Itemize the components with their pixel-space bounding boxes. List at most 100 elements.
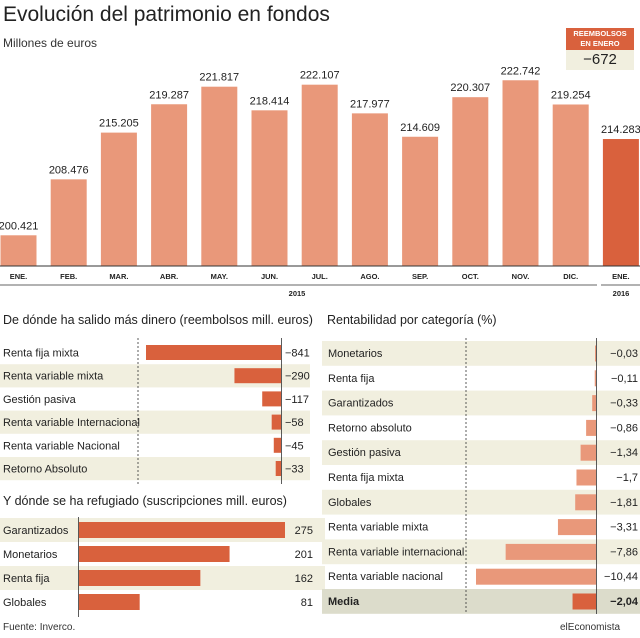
row-label-6: Globales bbox=[328, 497, 372, 509]
value-label-11: 219.254 bbox=[551, 89, 591, 101]
value-label-0: −841 bbox=[285, 348, 310, 360]
tick-label-12: ENE. bbox=[612, 272, 630, 281]
reembolsos-label-line2: EN ENERO bbox=[580, 39, 620, 48]
row-label-2: Gestión pasiva bbox=[3, 394, 77, 406]
value-label-8: −7,86 bbox=[610, 546, 638, 558]
value-label-12: 214.283 bbox=[601, 124, 640, 136]
bar-8 bbox=[505, 543, 596, 560]
inflows-title: Y dónde se ha refugiado (suscripciones m… bbox=[3, 494, 287, 508]
tick-label-3: ABR. bbox=[160, 272, 178, 281]
value-label-6: −1,81 bbox=[610, 497, 638, 509]
reembolsos-label-line1: REEMBOLSOS bbox=[573, 29, 627, 38]
value-label-3: 81 bbox=[301, 597, 313, 609]
bar-1 bbox=[234, 368, 281, 384]
row-label-1: Renta fija bbox=[328, 373, 375, 385]
row-label-5: Retorno Absoluto bbox=[3, 464, 87, 476]
row-label-4: Renta variable Nacional bbox=[3, 440, 120, 452]
bar-4 bbox=[273, 437, 281, 453]
year-label-2015: 2015 bbox=[289, 289, 306, 298]
bar-4 bbox=[201, 86, 238, 266]
value-label-0: 200.421 bbox=[0, 220, 38, 232]
bar-4 bbox=[580, 444, 596, 461]
bar-0 bbox=[79, 522, 285, 538]
value-label-1: 208.476 bbox=[49, 164, 89, 176]
row-label-9: Renta variable nacional bbox=[328, 571, 443, 583]
value-label-6: 222.107 bbox=[300, 70, 340, 82]
value-label-8: 214.609 bbox=[400, 122, 440, 134]
tick-label-6: JUL. bbox=[312, 272, 328, 281]
year-label-2016: 2016 bbox=[613, 289, 630, 298]
value-label-1: 201 bbox=[295, 549, 313, 561]
row-label-1: Monetarios bbox=[3, 549, 58, 561]
value-label-1: −0,11 bbox=[611, 373, 638, 385]
row-label-7: Renta variable mixta bbox=[328, 522, 429, 534]
rentabilidad-chart: Monetarios −0,03 Renta fija −0,11 Garantizad… bbox=[322, 338, 640, 614]
bar-11 bbox=[552, 104, 589, 266]
row-label-4: Gestión pasiva bbox=[328, 447, 402, 459]
row-label-8: Renta variable internacional bbox=[328, 546, 464, 558]
tick-label-4: MAY. bbox=[211, 272, 228, 281]
reembolsos-box: REEMBOLSOS EN ENERO −672 bbox=[566, 28, 634, 70]
bar-5 bbox=[576, 469, 596, 486]
bar-5 bbox=[275, 461, 281, 476]
value-label-9: −10,44 bbox=[604, 571, 638, 583]
bar-9 bbox=[452, 97, 489, 266]
bar-6 bbox=[575, 494, 596, 511]
bar-5 bbox=[251, 110, 288, 266]
value-label-1: −290 bbox=[285, 371, 310, 383]
patrimonio-bar-chart: 200.421 ENE. 208.476 FEB. 215.205 MAR. 219.287… bbox=[0, 65, 640, 298]
bar-2 bbox=[592, 395, 596, 412]
row-label-3: Renta variable Internacional bbox=[3, 417, 140, 429]
tick-label-9: OCT. bbox=[462, 272, 479, 281]
row-bg-0 bbox=[322, 341, 640, 366]
row-label-3: Retorno absoluto bbox=[328, 422, 412, 434]
value-label-3: −0,86 bbox=[610, 422, 638, 434]
bar-7 bbox=[351, 113, 388, 267]
bar-3 bbox=[271, 414, 281, 430]
tick-label-10: NOV. bbox=[512, 272, 530, 281]
row-label-1: Renta variable mixta bbox=[3, 371, 104, 383]
value-label-2: 162 bbox=[295, 573, 313, 585]
bar-2 bbox=[100, 132, 137, 266]
row-label-0: Monetarios bbox=[328, 348, 383, 360]
value-label-5: −1,7 bbox=[616, 472, 638, 484]
outflows-chart: Renta fija mixta −841 Renta variable mixta… bbox=[0, 338, 310, 484]
outflows-title: De dónde ha salido más dinero (reembolso… bbox=[3, 313, 313, 327]
bar-2 bbox=[262, 391, 281, 407]
source-note: Fuente: Inverco. bbox=[3, 622, 76, 633]
bar-8 bbox=[402, 136, 439, 266]
row-label-5: Renta fija mixta bbox=[328, 472, 405, 484]
row-label-0: Garantizados bbox=[3, 525, 69, 537]
bar-10 bbox=[502, 80, 539, 267]
row-label-0: Renta fija mixta bbox=[3, 348, 80, 360]
value-label-4: −45 bbox=[285, 440, 304, 452]
tick-label-11: DIC. bbox=[563, 272, 578, 281]
value-label-2: 215.205 bbox=[99, 118, 139, 130]
inflows-chart: Garantizados 275 Monetarios 201 Renta fija 16… bbox=[0, 517, 325, 617]
rentabilidad-title: Rentabilidad por categoría (%) bbox=[327, 313, 497, 327]
chart-subtitle: Millones de euros bbox=[3, 36, 98, 50]
bar-1 bbox=[79, 546, 230, 562]
bar-1 bbox=[50, 179, 87, 266]
bar-10 bbox=[572, 593, 596, 610]
tick-label-8: SEP. bbox=[412, 272, 428, 281]
page-title: Evolución del patrimonio en fondos bbox=[3, 3, 330, 26]
row-label-3: Globales bbox=[3, 597, 47, 609]
row-bg-5 bbox=[0, 457, 310, 481]
value-label-2: −117 bbox=[285, 394, 309, 406]
tick-label-0: ENE. bbox=[10, 272, 28, 281]
reembolsos-value: −672 bbox=[566, 50, 634, 70]
bar-7 bbox=[557, 519, 596, 536]
value-label-3: −58 bbox=[285, 417, 304, 429]
bar-3 bbox=[151, 104, 188, 266]
value-label-10: −2,04 bbox=[610, 596, 639, 608]
value-label-2: −0,33 bbox=[610, 398, 638, 410]
value-label-4: 221.817 bbox=[199, 72, 239, 84]
value-label-5: −33 bbox=[285, 464, 304, 476]
row-label-10: Media bbox=[328, 596, 360, 608]
row-bg-1 bbox=[0, 364, 310, 388]
bar-2 bbox=[79, 570, 201, 586]
tick-label-2: MAR. bbox=[109, 272, 128, 281]
value-label-3: 219.287 bbox=[149, 89, 189, 101]
tick-label-5: JUN. bbox=[261, 272, 278, 281]
